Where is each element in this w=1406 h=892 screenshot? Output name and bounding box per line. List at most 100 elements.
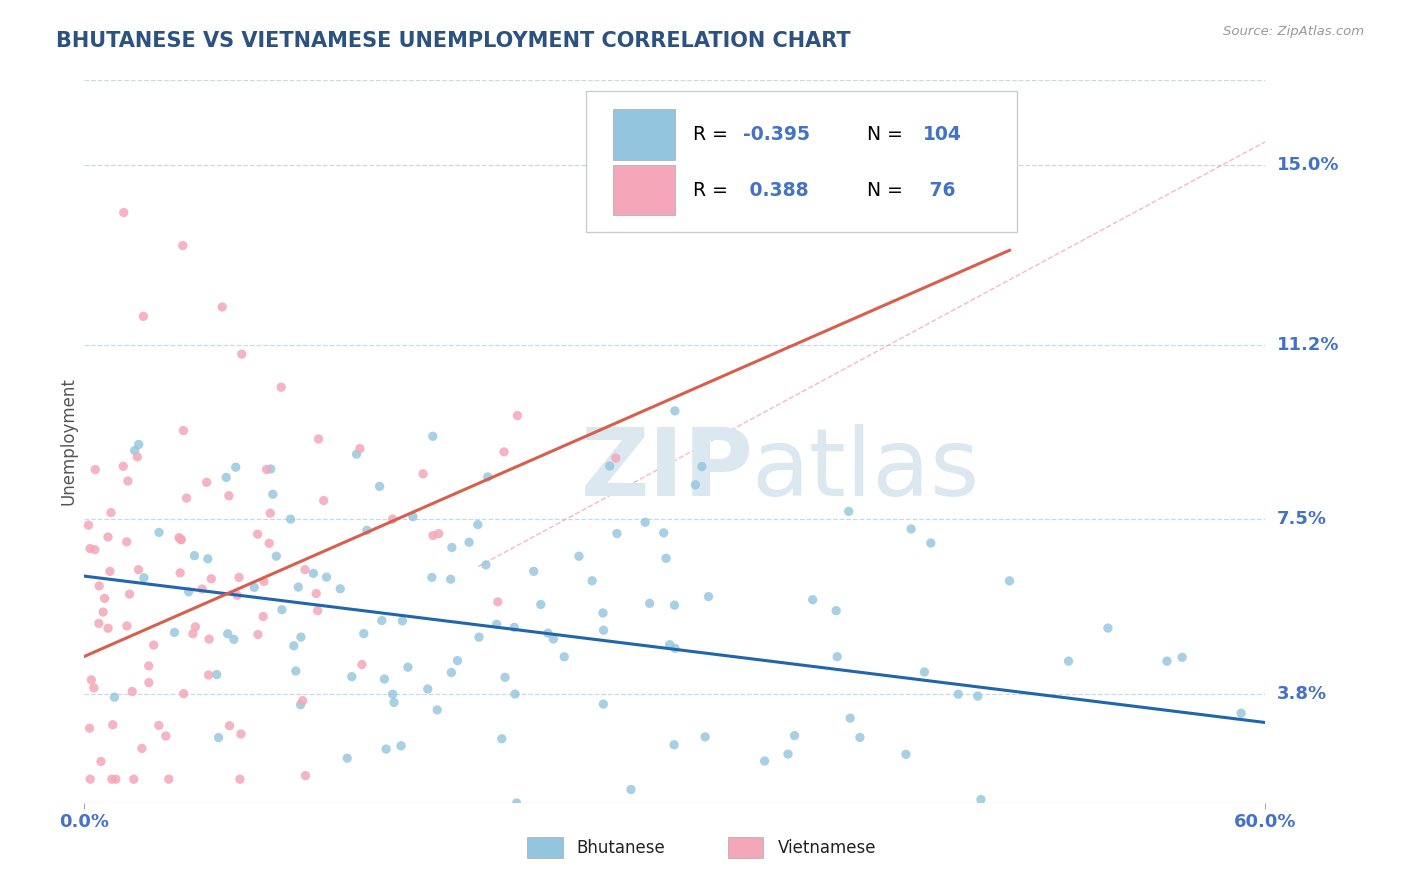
- Point: [329, 582, 352, 596]
- Point: [592, 697, 614, 711]
- Point: [900, 522, 922, 536]
- Text: N =: N =: [868, 125, 910, 144]
- Point: [270, 380, 292, 394]
- Point: [382, 696, 405, 710]
- Point: [197, 551, 219, 566]
- Point: [652, 525, 675, 540]
- Text: 7.5%: 7.5%: [1277, 510, 1326, 528]
- Point: [966, 689, 988, 703]
- FancyBboxPatch shape: [613, 109, 675, 160]
- Point: [122, 772, 145, 787]
- Point: [157, 772, 180, 787]
- Point: [101, 718, 124, 732]
- Point: [581, 574, 603, 588]
- FancyBboxPatch shape: [613, 165, 675, 215]
- Point: [79, 541, 101, 556]
- Point: [294, 769, 316, 783]
- Point: [315, 570, 337, 584]
- Point: [290, 630, 312, 644]
- Text: Vietnamese: Vietnamese: [778, 838, 876, 856]
- Point: [825, 604, 848, 618]
- Point: [655, 551, 678, 566]
- Point: [920, 536, 942, 550]
- Point: [420, 570, 443, 584]
- Point: [169, 566, 191, 580]
- Point: [131, 741, 153, 756]
- Point: [422, 528, 444, 542]
- Point: [825, 649, 848, 664]
- Point: [948, 687, 970, 701]
- Text: -0.395: -0.395: [744, 125, 810, 144]
- Point: [132, 310, 155, 324]
- Point: [200, 572, 222, 586]
- Point: [685, 478, 707, 492]
- Point: [246, 627, 269, 641]
- Point: [142, 638, 165, 652]
- Point: [252, 609, 274, 624]
- Point: [218, 489, 240, 503]
- Text: 11.2%: 11.2%: [1277, 335, 1339, 354]
- Text: Bhutanese: Bhutanese: [576, 838, 665, 856]
- Point: [312, 493, 335, 508]
- Point: [128, 563, 150, 577]
- Point: [467, 517, 489, 532]
- Point: [112, 205, 135, 219]
- Point: [79, 772, 101, 787]
- Point: [231, 347, 253, 361]
- Point: [912, 665, 935, 679]
- Point: [262, 487, 284, 501]
- Point: [138, 659, 160, 673]
- Point: [475, 558, 498, 572]
- Bar: [728, 837, 763, 858]
- Point: [163, 625, 186, 640]
- Point: [426, 703, 449, 717]
- Point: [280, 512, 302, 526]
- Point: [530, 598, 553, 612]
- Point: [422, 429, 444, 443]
- Point: [183, 549, 205, 563]
- Point: [801, 592, 824, 607]
- Point: [695, 730, 717, 744]
- Point: [503, 620, 526, 634]
- Point: [259, 506, 281, 520]
- Point: [283, 639, 305, 653]
- Point: [118, 587, 141, 601]
- Point: [103, 690, 125, 705]
- Point: [439, 572, 461, 586]
- Point: [662, 738, 685, 752]
- Point: [1230, 706, 1253, 721]
- Point: [458, 535, 481, 549]
- Point: [849, 731, 872, 745]
- Point: [446, 654, 468, 668]
- Point: [553, 649, 575, 664]
- Point: [634, 516, 657, 530]
- Point: [115, 534, 138, 549]
- Point: [290, 698, 312, 712]
- Point: [492, 445, 515, 459]
- Text: R =: R =: [693, 180, 734, 200]
- Point: [523, 565, 546, 579]
- Point: [606, 526, 628, 541]
- Point: [477, 470, 499, 484]
- Point: [697, 590, 720, 604]
- Point: [270, 603, 292, 617]
- Point: [176, 491, 198, 505]
- Text: BHUTANESE VS VIETNAMESE UNEMPLOYMENT CORRELATION CHART: BHUTANESE VS VIETNAMESE UNEMPLOYMENT COR…: [56, 31, 851, 51]
- Point: [537, 626, 560, 640]
- Point: [191, 582, 214, 596]
- Point: [599, 459, 621, 474]
- Point: [291, 694, 314, 708]
- Text: atlas: atlas: [752, 425, 980, 516]
- Point: [381, 512, 404, 526]
- Point: [353, 626, 375, 640]
- Point: [132, 571, 155, 585]
- Point: [100, 506, 122, 520]
- Point: [127, 450, 149, 464]
- Point: [79, 721, 101, 735]
- Text: Source: ZipAtlas.com: Source: ZipAtlas.com: [1223, 25, 1364, 38]
- Text: 15.0%: 15.0%: [1277, 156, 1339, 174]
- Point: [534, 802, 557, 816]
- Point: [177, 584, 200, 599]
- Point: [226, 588, 249, 602]
- Point: [491, 731, 513, 746]
